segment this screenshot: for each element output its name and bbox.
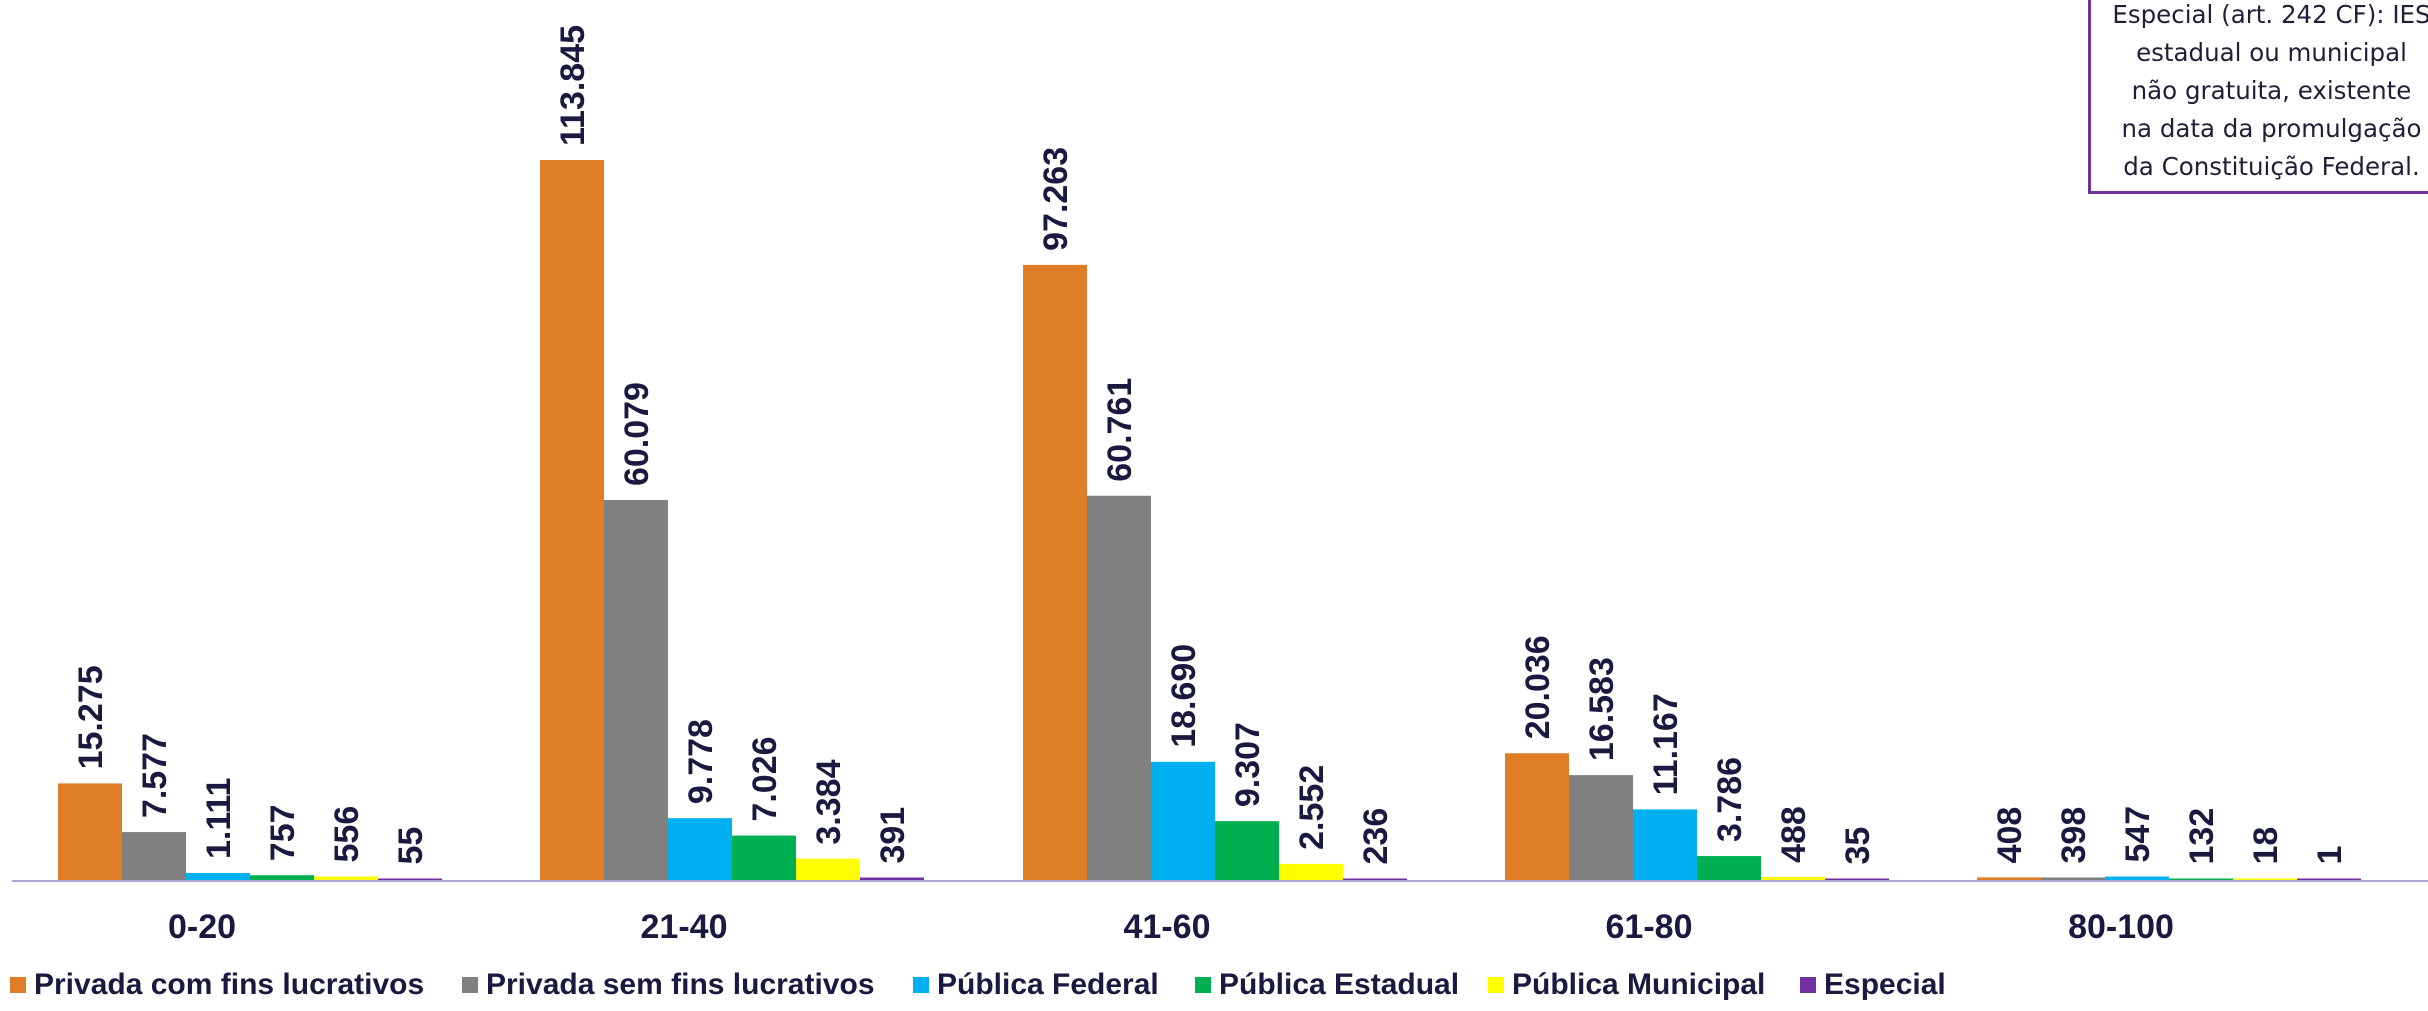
data-label: 3.384 [810, 759, 848, 844]
bar [1151, 761, 1215, 880]
bar [2233, 878, 2297, 880]
bar [2105, 876, 2169, 880]
data-label: 1 [2311, 846, 2349, 865]
legend: Privada com fins lucrativos Privada sem f… [10, 968, 1946, 1001]
bar [860, 877, 924, 880]
data-label: 60.079 [618, 382, 656, 486]
bar [1279, 863, 1343, 880]
data-label: 9.307 [1229, 722, 1267, 807]
x-tick-label: 80-100 [2068, 908, 2174, 946]
bar [1697, 856, 1761, 880]
data-label: 757 [264, 804, 302, 861]
data-label: 2.552 [1293, 765, 1331, 850]
x-tick-label: 41-60 [1124, 908, 1211, 946]
data-label: 9.778 [682, 719, 720, 804]
legend-label: Privada sem fins lucrativos [486, 968, 875, 1001]
bar [186, 872, 250, 880]
bars-layer [58, 160, 2361, 881]
bar [1825, 878, 1889, 880]
legend-label: Especial [1824, 968, 1946, 1001]
bar [2297, 878, 2361, 880]
data-label: 488 [1775, 806, 1813, 863]
data-label: 7.026 [746, 736, 784, 821]
note-text: Especial (art. 242 CF): IES estadual ou … [2112, 0, 2428, 181]
data-label: 55 [392, 827, 430, 865]
bar [1505, 753, 1569, 880]
data-label: 3.786 [1711, 757, 1749, 842]
data-label: 35 [1839, 827, 1877, 865]
bar [1215, 821, 1279, 880]
legend-swatch [462, 977, 478, 993]
bar [1977, 877, 2041, 880]
x-tick-label: 0-20 [168, 908, 236, 946]
bar [314, 876, 378, 880]
bar [1343, 878, 1407, 880]
bar [668, 818, 732, 880]
bar [122, 832, 186, 880]
data-label: 16.583 [1583, 657, 1621, 761]
bar [1087, 495, 1151, 880]
bar [378, 878, 442, 880]
bar [2041, 877, 2105, 880]
bar [58, 783, 122, 880]
bar [2169, 878, 2233, 880]
data-label: 18.690 [1165, 644, 1203, 748]
data-label: 236 [1357, 808, 1395, 865]
bar [1023, 264, 1087, 881]
legend-label: Pública Estadual [1219, 968, 1459, 1001]
legend-swatch [913, 977, 929, 993]
data-label: 60.761 [1101, 378, 1139, 482]
data-label: 7.577 [136, 733, 174, 818]
data-label: 391 [874, 807, 912, 864]
bar [604, 500, 668, 880]
bar [796, 858, 860, 880]
category-labels-layer: 0-20 21-40 41-60 61-80 80-100 [168, 908, 2174, 946]
x-tick-label: 61-80 [1606, 908, 1693, 946]
legend-label: Privada com fins lucrativos [34, 968, 424, 1001]
bar [1761, 876, 1825, 880]
data-label: 556 [328, 806, 366, 863]
bar [1633, 809, 1697, 880]
data-label: 398 [2055, 807, 2093, 864]
legend-swatch [1488, 977, 1504, 993]
legend-label: Pública Federal [937, 968, 1159, 1001]
note-box: Especial (art. 242 CF): IES estadual ou … [2088, 0, 2428, 194]
data-label: 113.845 [554, 25, 592, 146]
bar [732, 835, 796, 880]
legend-swatch [1800, 977, 1816, 993]
bar [1569, 775, 1633, 880]
data-label: 1.111 [200, 778, 238, 859]
bar [250, 875, 314, 880]
data-label: 97.263 [1037, 147, 1075, 251]
bar [540, 160, 604, 880]
data-label: 132 [2183, 808, 2221, 865]
data-label: 18 [2247, 827, 2285, 865]
legend-swatch [10, 977, 26, 993]
data-label: 20.036 [1519, 635, 1557, 739]
data-label: 547 [2119, 806, 2157, 863]
x-tick-label: 21-40 [641, 908, 728, 946]
data-label: 11.167 [1647, 693, 1685, 795]
legend-swatch [1195, 977, 1211, 993]
data-label: 408 [1991, 807, 2029, 864]
value-labels-layer: 15.275 7.577 1.111 757 556 55 113.845 60.079 9.7… [72, 25, 2349, 865]
legend-label: Pública Municipal [1512, 968, 1765, 1001]
data-label: 15.275 [72, 665, 110, 769]
